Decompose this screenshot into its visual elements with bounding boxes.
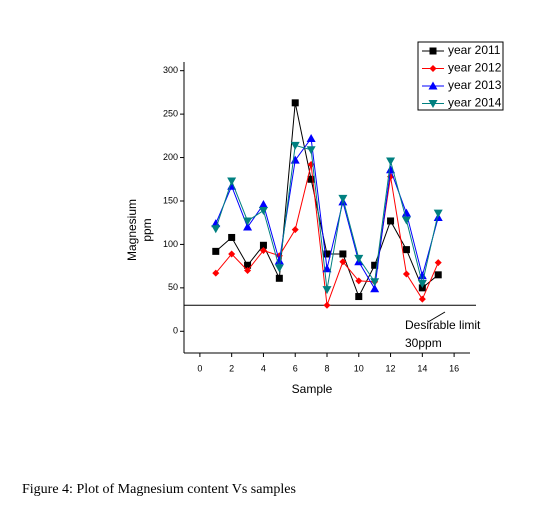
marker <box>387 217 395 225</box>
marker <box>322 286 332 295</box>
marker <box>290 155 300 164</box>
marker <box>274 256 284 265</box>
marker <box>417 280 427 289</box>
marker <box>355 293 363 301</box>
x-tick-label: 12 <box>386 363 396 373</box>
marker <box>212 247 220 255</box>
y-axis-label: Magnesium <box>125 199 139 261</box>
marker <box>211 225 221 234</box>
marker <box>417 271 427 280</box>
marker <box>258 199 268 208</box>
x-tick-label: 6 <box>293 363 298 373</box>
marker <box>434 271 442 279</box>
marker <box>429 47 437 55</box>
y-tick-label: 50 <box>168 282 178 292</box>
marker <box>370 284 380 293</box>
y-tick-label: 200 <box>163 152 178 162</box>
marker <box>306 146 316 155</box>
x-tick-label: 10 <box>354 363 364 373</box>
marker <box>307 175 315 183</box>
marker <box>291 226 299 234</box>
caption: Figure 4: Plot of Magnesium content Vs s… <box>22 482 296 497</box>
x-tick-label: 14 <box>417 363 427 373</box>
marker <box>243 217 253 226</box>
series-line <box>215 164 439 306</box>
marker <box>323 301 331 309</box>
marker <box>386 157 396 166</box>
marker <box>211 219 221 228</box>
marker <box>402 270 410 278</box>
marker <box>401 208 411 217</box>
marker <box>338 194 348 203</box>
arrow <box>427 311 446 323</box>
annotation: Desirable limit <box>405 318 481 332</box>
marker <box>274 264 284 273</box>
marker <box>244 266 252 274</box>
marker <box>323 250 331 258</box>
marker <box>228 250 236 258</box>
legend-label: year 2011 <box>448 43 501 57</box>
marker <box>433 209 443 218</box>
y-axis-label: ppm <box>140 218 154 241</box>
marker <box>434 259 442 267</box>
legend-label: year 2014 <box>448 96 502 110</box>
marker <box>428 100 438 108</box>
marker <box>429 65 437 72</box>
y-tick-label: 100 <box>163 239 178 249</box>
y-tick-label: 0 <box>173 326 178 336</box>
x-tick-label: 0 <box>197 363 202 373</box>
x-axis-label: Sample <box>292 382 333 396</box>
x-tick-label: 16 <box>449 363 459 373</box>
y-tick-label: 150 <box>163 195 178 205</box>
marker <box>244 261 252 269</box>
marker <box>290 141 300 150</box>
marker <box>401 216 411 225</box>
x-tick-label: 4 <box>261 363 266 373</box>
marker <box>370 278 380 287</box>
y-tick-label: 300 <box>163 65 178 75</box>
x-tick-label: 2 <box>229 363 234 373</box>
legend-label: year 2012 <box>448 61 502 75</box>
marker <box>355 277 363 285</box>
marker <box>258 207 268 216</box>
marker <box>371 261 379 269</box>
marker <box>354 254 364 263</box>
marker <box>259 241 267 249</box>
marker <box>339 250 347 258</box>
marker <box>339 258 347 266</box>
marker <box>428 81 438 90</box>
marker <box>259 246 267 254</box>
legend-label: year 2013 <box>448 78 502 92</box>
marker <box>212 269 220 277</box>
x-tick-label: 8 <box>324 363 329 373</box>
annotation: 30ppm <box>405 336 442 350</box>
marker <box>291 99 299 107</box>
marker <box>227 177 237 186</box>
marker <box>275 274 283 282</box>
marker <box>402 246 410 254</box>
marker <box>228 233 236 241</box>
marker <box>243 222 253 231</box>
marker <box>418 295 426 303</box>
y-tick-label: 250 <box>163 108 178 118</box>
marker <box>306 133 316 142</box>
